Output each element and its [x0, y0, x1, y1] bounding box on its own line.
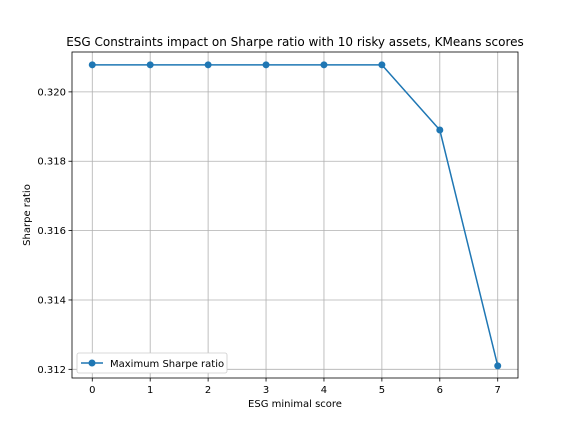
grid: [72, 52, 518, 378]
series-line-maximum-sharpe-ratio: [92, 64, 499, 367]
plot-area: [71, 51, 519, 379]
y-tick-label: 0.318: [37, 157, 66, 168]
legend-box: [76, 352, 228, 374]
data-point: [262, 61, 270, 69]
x-axis-label: ESG minimal score: [248, 399, 342, 410]
data-point: [378, 61, 386, 69]
x-tick-label: 5: [379, 385, 385, 396]
x-axis: 0 1 2 3 4 5 6 7: [89, 378, 501, 396]
y-tick-label: 0.316: [37, 226, 66, 237]
legend-label: Maximum Sharpe ratio: [110, 359, 224, 370]
data-point: [204, 61, 212, 69]
chart-title: ESG Constraints impact on Sharpe ratio w…: [66, 35, 524, 49]
data-point: [146, 61, 154, 69]
x-tick-label: 7: [495, 385, 501, 396]
y-tick-label: 0.312: [37, 365, 66, 376]
x-tick-label: 2: [205, 385, 211, 396]
legend-marker: [88, 359, 96, 367]
data-point: [320, 61, 328, 69]
legend: Maximum Sharpe ratio: [76, 352, 228, 374]
y-axis-label: Sharpe ratio: [22, 184, 33, 246]
x-tick-label: 3: [263, 385, 269, 396]
x-tick-label: 6: [437, 385, 443, 396]
series-points: [88, 61, 502, 370]
y-tick-label: 0.314: [37, 295, 66, 306]
y-axis: 0.312 0.314 0.316 0.318 0.320: [37, 87, 72, 376]
x-tick-label: 0: [89, 385, 95, 396]
data-point: [494, 362, 502, 370]
x-tick-label: 1: [147, 385, 153, 396]
data-point: [88, 61, 96, 69]
data-point: [436, 126, 444, 134]
x-tick-label: 4: [321, 385, 327, 396]
y-tick-label: 0.320: [37, 87, 66, 98]
